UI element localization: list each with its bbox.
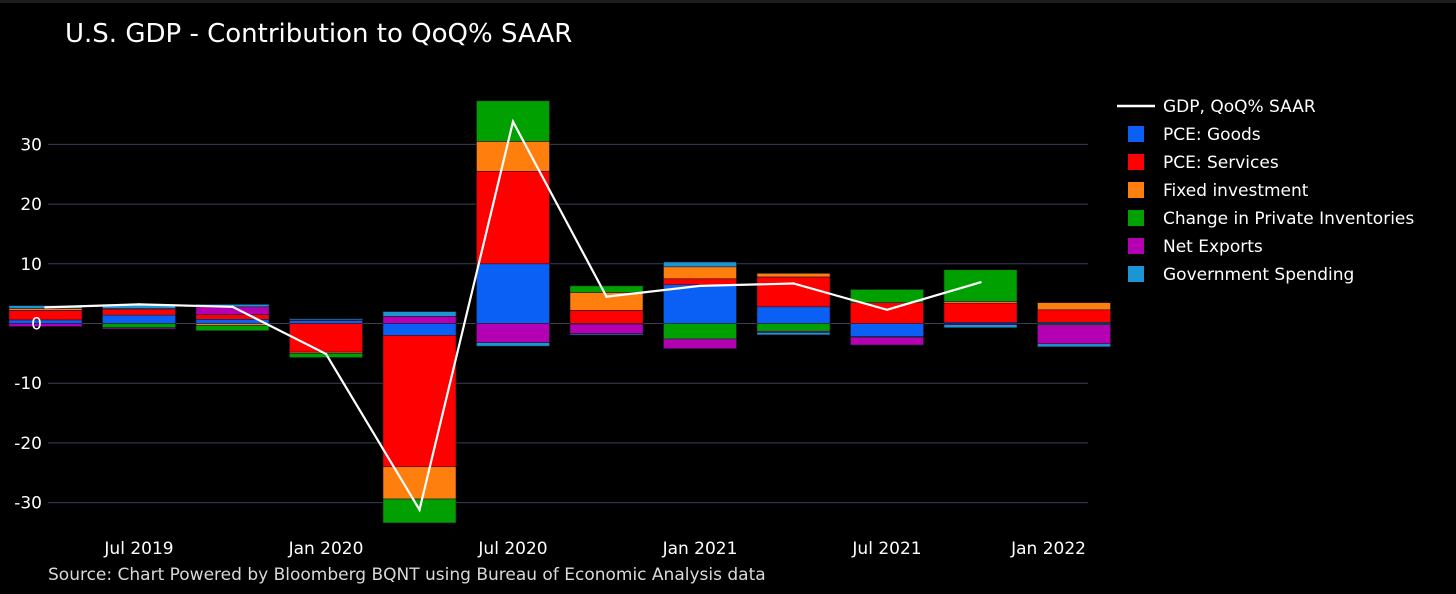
y-tick-label: -30 [14, 494, 42, 514]
bar-segment[interactable] [943, 269, 1018, 302]
legend-swatch [1128, 238, 1144, 254]
legend-swatch [1128, 126, 1144, 142]
gdp-point[interactable] [44, 306, 47, 309]
legend-item[interactable]: Government Spending [1128, 265, 1354, 285]
gdp-point[interactable] [324, 352, 328, 356]
x-tick-label: Jul 2020 [477, 539, 547, 559]
legend-label: PCE: Services [1163, 153, 1279, 173]
gdp-point[interactable] [511, 120, 515, 123]
bar-layer [8, 100, 1111, 524]
bar-segment[interactable] [102, 314, 176, 324]
legend-item[interactable]: PCE: Services [1128, 153, 1279, 173]
bar-segment[interactable] [1037, 324, 1111, 345]
bar-segment[interactable] [1037, 343, 1111, 348]
bar-segment[interactable] [850, 302, 924, 324]
bar-segment[interactable] [102, 323, 176, 328]
bar-segment[interactable] [850, 323, 924, 337]
bar-segment[interactable] [476, 170, 550, 265]
bar-segment[interactable] [756, 332, 831, 336]
axis-layer: -30 -20 -10 0 10 20 30 Jul 2019 Jan 2020 Jul 2020… [14, 135, 1086, 559]
bar-segment[interactable] [476, 141, 550, 172]
bar-segment[interactable] [1037, 302, 1111, 311]
legend-label: PCE: Goods [1163, 125, 1261, 145]
bar-segment[interactable] [850, 336, 924, 346]
bar-segment[interactable] [663, 278, 737, 285]
bar-segment[interactable] [569, 323, 644, 334]
y-tick-label: 20 [20, 195, 42, 215]
gdp-point[interactable] [605, 295, 608, 298]
legend-swatch [1128, 154, 1144, 170]
y-tick-label: -20 [14, 434, 42, 454]
bar-segment[interactable] [943, 324, 1018, 328]
y-tick-label: 0 [31, 315, 42, 335]
bar-segment[interactable] [102, 308, 176, 316]
chart-title: U.S. GDP - Contribution to QoQ% SAAR [65, 19, 573, 49]
legend-label: Fixed investment [1163, 181, 1309, 201]
bar-segment[interactable] [102, 327, 176, 330]
bar-segment[interactable] [569, 285, 644, 293]
legend-item[interactable]: Change in Private Inventories [1128, 209, 1414, 229]
bar-segment[interactable] [476, 342, 550, 347]
bar-segment[interactable] [476, 263, 550, 324]
y-tick-label: 10 [20, 255, 42, 275]
bar-segment[interactable] [663, 261, 737, 268]
legend-swatch [1128, 182, 1144, 198]
bar-segment[interactable] [756, 323, 831, 332]
bar-segment[interactable] [195, 324, 270, 331]
bar-segment[interactable] [289, 320, 363, 324]
bar-segment[interactable] [569, 333, 644, 336]
legend-swatch [1128, 210, 1144, 226]
x-tick-label: Jul 2021 [851, 539, 921, 559]
gdp-point[interactable] [137, 303, 141, 306]
bar-segment[interactable] [569, 310, 644, 324]
legend-label: Change in Private Inventories [1163, 209, 1414, 229]
bar-segment[interactable] [1037, 309, 1111, 323]
bar-segment[interactable] [382, 466, 457, 500]
legend-label: Net Exports [1163, 237, 1263, 257]
bar-segment[interactable] [943, 302, 1018, 323]
bar-segment[interactable] [8, 319, 83, 324]
legend-item[interactable]: GDP, QoQ% SAAR [1117, 97, 1316, 117]
gdp-point[interactable] [698, 284, 702, 288]
bar-segment[interactable] [663, 323, 737, 340]
gdp-point[interactable] [885, 308, 889, 311]
x-tick-label: Jan 2022 [1010, 539, 1086, 559]
bar-segment[interactable] [8, 310, 83, 321]
bar-segment[interactable] [289, 318, 363, 321]
legend-swatch [1128, 266, 1144, 282]
x-tick-label: Jan 2020 [288, 539, 364, 559]
bar-segment[interactable] [663, 266, 737, 280]
gdp-point[interactable] [979, 281, 982, 284]
y-tick-label: 30 [20, 135, 42, 155]
x-tick-label: Jul 2019 [103, 539, 173, 559]
legend-item[interactable]: PCE: Goods [1128, 125, 1261, 145]
legend-item[interactable]: Fixed investment [1128, 181, 1309, 201]
gdp-point[interactable] [792, 282, 795, 285]
bar-segment[interactable] [476, 323, 550, 343]
legend-label: GDP, QoQ% SAAR [1163, 97, 1316, 117]
bar-segment[interactable] [382, 323, 457, 336]
x-tick-label: Jan 2021 [662, 539, 738, 559]
bar-segment[interactable] [382, 335, 457, 468]
bar-segment[interactable] [663, 338, 737, 349]
bar-segment[interactable] [756, 306, 831, 324]
source-note: Source: Chart Powered by Bloomberg BQNT … [48, 565, 766, 585]
bar-segment[interactable] [382, 311, 457, 317]
chart-svg: -30 -20 -10 0 10 20 30 Jul 2019 Jan 2020 Jul 2020… [8, 97, 1414, 559]
bar-segment[interactable] [850, 289, 924, 303]
legend-item[interactable]: Net Exports [1128, 237, 1263, 257]
bar-segment[interactable] [382, 316, 457, 324]
bar-segment[interactable] [289, 323, 363, 353]
bar-segment[interactable] [756, 276, 831, 308]
bar-segment[interactable] [8, 323, 83, 327]
bar-segment[interactable] [663, 284, 737, 324]
gdp-point[interactable] [418, 508, 421, 511]
legend[interactable]: GDP, QoQ% SAAR PCE: Goods PCE: Services Fix… [1117, 97, 1414, 285]
y-tick-label: -10 [14, 374, 42, 394]
gdp-point[interactable] [231, 305, 234, 308]
bar-segment[interactable] [756, 273, 831, 278]
legend-label: Government Spending [1163, 265, 1354, 285]
line-layer [44, 118, 982, 513]
